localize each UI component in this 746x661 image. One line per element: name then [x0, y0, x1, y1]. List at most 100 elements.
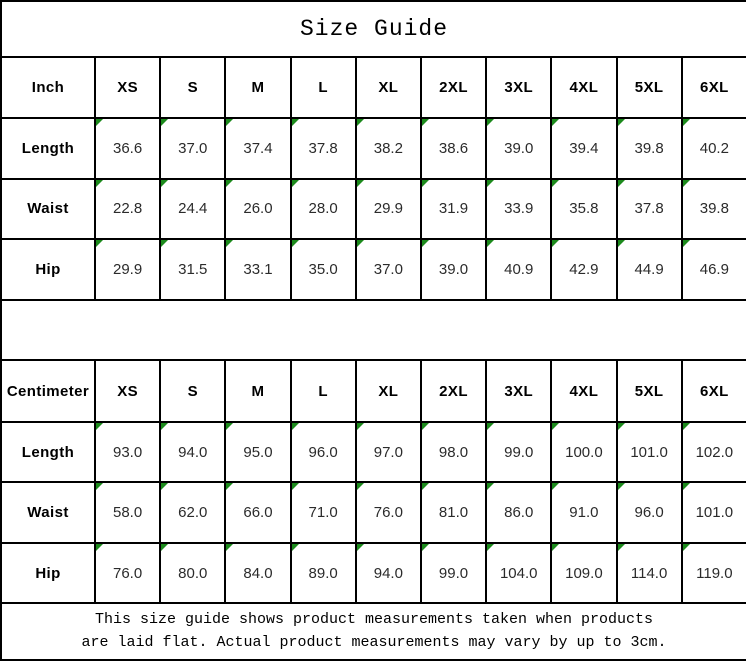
- cell-corner-flag-icon: [683, 241, 690, 248]
- size-column-header: S: [159, 55, 227, 120]
- measurement-value: 66.0: [243, 504, 273, 522]
- measurement-label: Waist: [0, 177, 96, 241]
- measurement-cell: 119.0: [680, 541, 746, 605]
- size-column-header: 3XL: [485, 359, 553, 423]
- measurement-cell: 114.0: [615, 541, 683, 605]
- cell-corner-flag-icon: [553, 484, 560, 491]
- measurement-cell: 96.0: [615, 481, 683, 544]
- cell-corner-flag-icon: [227, 241, 234, 248]
- measurement-label: Hip: [0, 541, 96, 605]
- cell-corner-flag-icon: [227, 120, 234, 127]
- measurement-label: Waist: [0, 481, 96, 544]
- measurement-value: 39.8: [699, 200, 729, 218]
- cell-corner-flag-icon: [422, 423, 429, 430]
- measurement-value: 91.0: [569, 504, 599, 522]
- measurement-cell: 39.8: [615, 117, 683, 180]
- measurement-cell: 89.0: [289, 541, 357, 605]
- unit-label: Inch: [0, 55, 96, 120]
- measurement-row: Hip 76.0 80.0 84.0 89.0 94.0 99.0 104.0 109.0 114…: [0, 541, 746, 605]
- cell-corner-flag-icon: [357, 484, 364, 491]
- cell-corner-flag-icon: [683, 484, 690, 491]
- measurement-value: 38.2: [373, 139, 403, 157]
- measurement-cell: 99.0: [419, 541, 488, 605]
- cell-corner-flag-icon: [422, 544, 429, 551]
- cell-corner-flag-icon: [422, 180, 429, 187]
- measurement-value: 102.0: [695, 443, 734, 461]
- measurement-row: Waist 58.0 62.0 66.0 71.0 76.0 81.0 86.0 91.0 96.…: [0, 481, 746, 544]
- measurement-value: 99.0: [438, 564, 469, 582]
- cell-corner-flag-icon: [488, 241, 495, 248]
- measurement-cell: 39.4: [550, 117, 618, 180]
- measurement-value: 58.0: [112, 504, 143, 522]
- measurement-value: 39.4: [569, 139, 599, 157]
- measurement-row: Length 93.0 94.0 95.0 96.0 97.0 98.0 99.0 100.0 1…: [0, 420, 746, 484]
- measurement-value: 96.0: [634, 504, 664, 522]
- cell-corner-flag-icon: [97, 423, 103, 430]
- measurement-value: 39.0: [504, 139, 534, 157]
- cell-corner-flag-icon: [488, 484, 495, 491]
- size-column-header: XS: [93, 55, 162, 120]
- measurement-value: 84.0: [243, 564, 273, 582]
- measurement-label: Length: [0, 420, 96, 484]
- cell-corner-flag-icon: [618, 241, 625, 248]
- measurement-value: 71.0: [308, 504, 338, 522]
- cell-corner-flag-icon: [97, 180, 103, 187]
- cell-corner-flag-icon: [618, 423, 625, 430]
- size-column-header: 5XL: [615, 359, 683, 423]
- cell-corner-flag-icon: [422, 241, 429, 248]
- measurement-label: Length: [0, 117, 96, 180]
- cell-corner-flag-icon: [488, 180, 495, 187]
- size-column-header: 5XL: [615, 55, 683, 120]
- measurement-cell: 66.0: [224, 481, 292, 544]
- measurement-value: 81.0: [438, 504, 469, 522]
- measurement-value: 86.0: [504, 504, 534, 522]
- measurement-value: 76.0: [112, 564, 143, 582]
- size-column-header: M: [224, 359, 292, 423]
- measurement-value: 119.0: [696, 564, 733, 582]
- cell-corner-flag-icon: [357, 423, 364, 430]
- measurement-value: 93.0: [112, 443, 143, 461]
- cell-corner-flag-icon: [227, 423, 234, 430]
- measurement-value: 109.0: [565, 564, 603, 582]
- measurement-cell: 40.2: [680, 117, 746, 180]
- measurement-cell: 36.6: [93, 117, 162, 180]
- measurement-value: 80.0: [178, 564, 208, 582]
- measurement-value: 99.0: [504, 443, 534, 461]
- cell-corner-flag-icon: [97, 484, 103, 491]
- size-column-header: 6XL: [680, 55, 746, 120]
- measurement-value: 94.0: [178, 443, 208, 461]
- measurement-value: 35.8: [569, 200, 599, 218]
- measurement-row: Waist 22.8 24.4 26.0 28.0 29.9 31.9 33.9 35.8 37.…: [0, 177, 746, 241]
- measurement-cell: 99.0: [485, 420, 553, 484]
- measurement-cell: 24.4: [159, 177, 227, 241]
- cell-corner-flag-icon: [553, 544, 560, 551]
- measurement-value: 44.9: [634, 260, 664, 278]
- cell-corner-flag-icon: [488, 423, 495, 430]
- cell-corner-flag-icon: [422, 120, 429, 127]
- measurement-cell: 102.0: [680, 420, 746, 484]
- cell-corner-flag-icon: [357, 120, 364, 127]
- measurement-cell: 38.2: [354, 117, 422, 180]
- cell-corner-flag-icon: [227, 180, 234, 187]
- measurement-value: 95.0: [243, 443, 273, 461]
- measurement-value: 28.0: [308, 200, 338, 218]
- measurement-cell: 37.8: [289, 117, 357, 180]
- measurement-value: 104.0: [499, 564, 538, 582]
- cell-corner-flag-icon: [618, 120, 625, 127]
- size-column-header: M: [224, 55, 292, 120]
- measurement-cell: 31.9: [419, 177, 488, 241]
- spacer-cell: [0, 298, 746, 362]
- cell-corner-flag-icon: [683, 120, 690, 127]
- measurement-value: 76.0: [373, 504, 403, 522]
- measurement-cell: 40.9: [485, 238, 553, 301]
- measurement-row: Length 36.6 37.0 37.4 37.8 38.2 38.6 39.0 39.4 39…: [0, 117, 746, 180]
- measurement-value: 40.2: [699, 139, 729, 157]
- size-column-header: XL: [354, 55, 422, 120]
- measurement-cell: 71.0: [289, 481, 357, 544]
- cell-corner-flag-icon: [488, 544, 495, 551]
- title-row: Size Guide: [0, 0, 746, 58]
- measurement-cell: 46.9: [680, 238, 746, 301]
- cell-corner-flag-icon: [162, 423, 169, 430]
- measurement-cell: 95.0: [224, 420, 292, 484]
